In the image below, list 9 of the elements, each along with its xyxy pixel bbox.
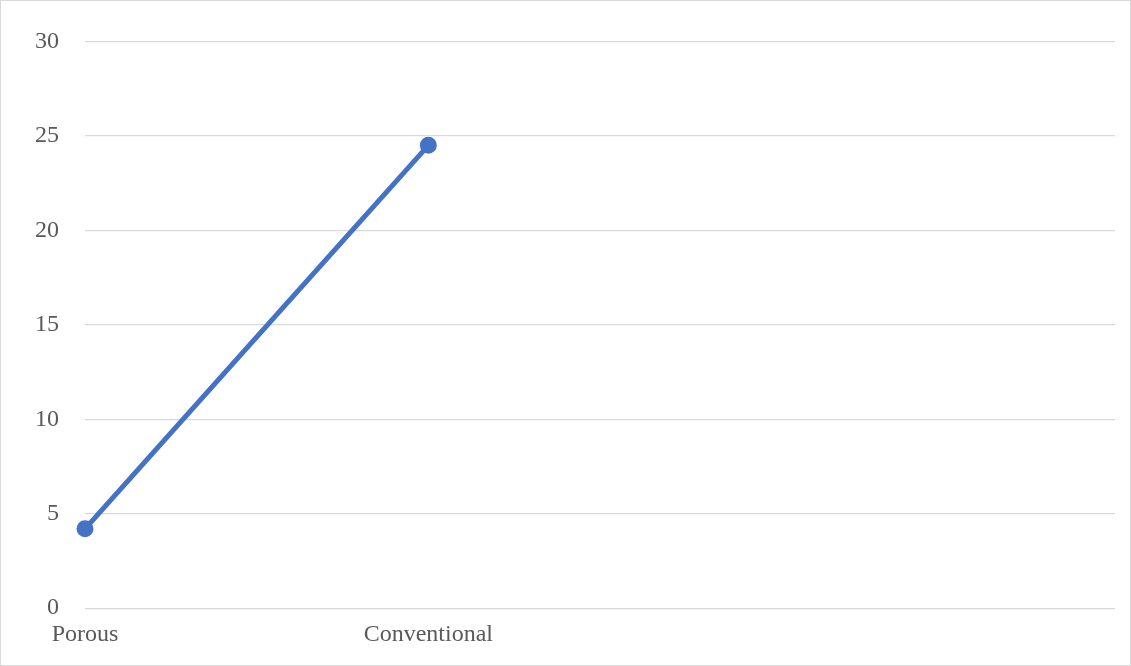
y-tick-label: 20 [35,215,59,242]
y-tick-label: 10 [35,404,59,431]
x-tick-label: Porous [51,619,119,646]
x-tick-label: Conventional [363,619,494,646]
y-tick-label: 5 [47,499,59,526]
y-tick-label: 15 [35,310,59,337]
y-tick-label: 0 [47,593,59,620]
y-tick-label: 25 [35,121,59,148]
y-tick-label: 30 [35,26,59,53]
